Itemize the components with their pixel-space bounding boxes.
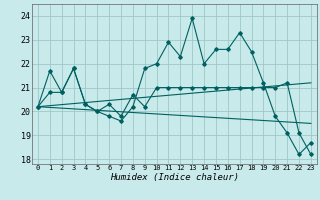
X-axis label: Humidex (Indice chaleur): Humidex (Indice chaleur): [110, 173, 239, 182]
